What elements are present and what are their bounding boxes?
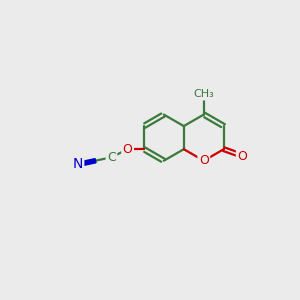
Text: O: O (237, 150, 247, 163)
Text: CH₃: CH₃ (194, 89, 214, 99)
Text: O: O (199, 154, 209, 167)
Text: C: C (107, 151, 116, 164)
Text: O: O (123, 143, 133, 156)
Text: N: N (72, 157, 83, 171)
